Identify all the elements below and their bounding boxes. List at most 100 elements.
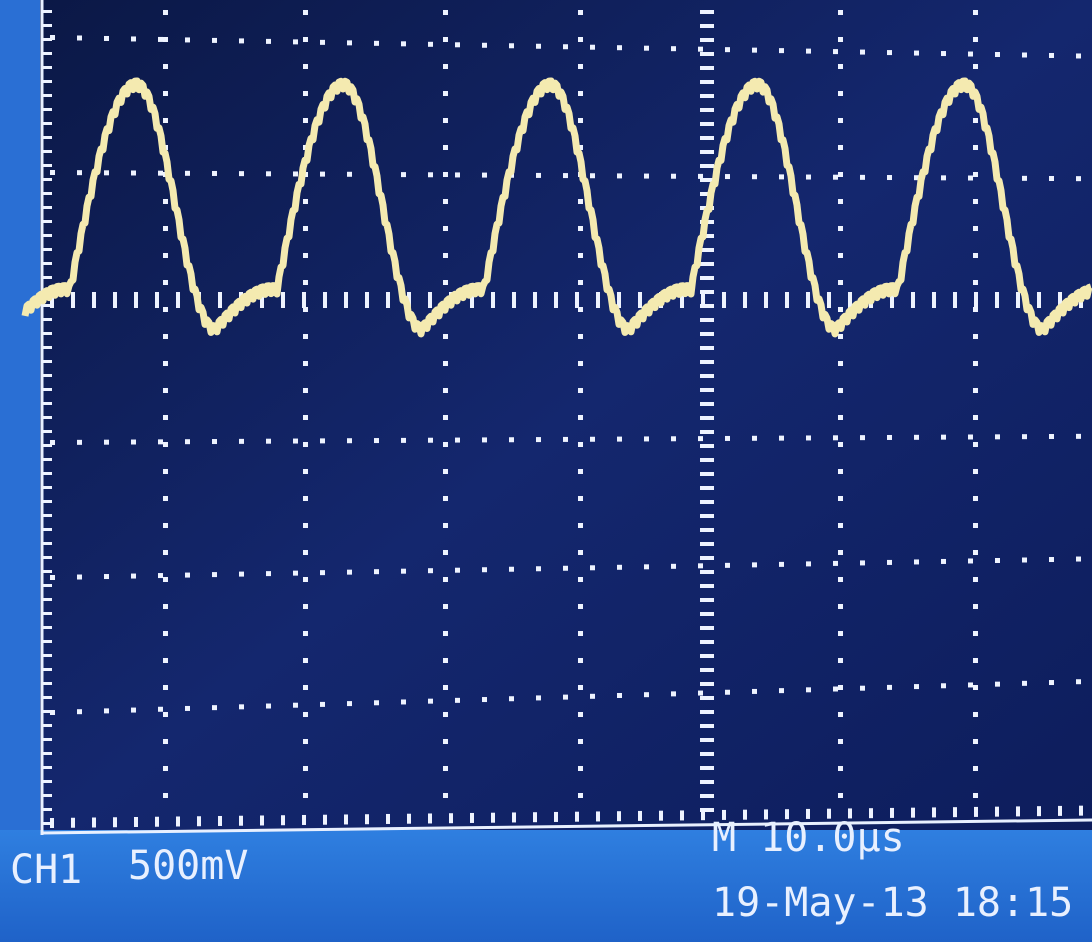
edge-tick	[42, 94, 52, 97]
grid-dot	[163, 118, 168, 123]
grid-dot	[644, 564, 649, 569]
grid-dot	[293, 171, 298, 176]
grid-dot	[482, 567, 487, 572]
grid-dot	[860, 686, 865, 691]
grid-dot	[779, 562, 784, 567]
grid-dot	[185, 37, 190, 42]
grid-dot	[303, 658, 308, 663]
grid-dot	[163, 577, 168, 582]
grid-dot	[303, 118, 308, 123]
edge-tick	[42, 780, 52, 783]
grid-dot	[443, 199, 448, 204]
edge-tick	[42, 192, 52, 195]
edge-tick	[42, 682, 52, 685]
center-tick	[700, 696, 714, 700]
grid-dot	[266, 39, 271, 44]
center-tick	[700, 122, 714, 126]
grid-dot	[973, 172, 978, 177]
grid-dot	[163, 361, 168, 366]
grid-dot	[941, 175, 946, 180]
grid-dot	[77, 170, 82, 175]
grid-dot	[698, 436, 703, 441]
grid-dot	[806, 435, 811, 440]
grid-dot	[973, 469, 978, 474]
grid-dot	[239, 171, 244, 176]
edge-tick	[42, 402, 52, 405]
grid-dot	[887, 560, 892, 565]
center-tick	[491, 292, 495, 308]
grid-dot	[163, 280, 168, 285]
grid-dot	[752, 689, 757, 694]
center-tick	[700, 94, 714, 98]
grid-dot	[973, 64, 978, 69]
grid-dot	[578, 64, 583, 69]
edge-tick	[176, 816, 180, 826]
grid-dot	[838, 523, 843, 528]
grid-dot	[617, 565, 622, 570]
grid-dot	[563, 44, 568, 49]
grid-dot	[50, 170, 55, 175]
center-tick	[932, 292, 936, 308]
center-tick	[700, 276, 714, 280]
grid-dot	[968, 558, 973, 563]
grid-dot	[536, 173, 541, 178]
grid-dot	[443, 631, 448, 636]
grid-dot	[1022, 176, 1027, 181]
grid-dot	[973, 550, 978, 555]
edge-tick	[42, 500, 52, 503]
grid-dot	[163, 469, 168, 474]
grid-dot	[455, 42, 460, 47]
grid-dot	[50, 575, 55, 580]
grid-dot	[303, 442, 308, 447]
edge-tick	[974, 807, 978, 817]
grid-dot	[443, 496, 448, 501]
grid-dot	[509, 43, 514, 48]
edge-tick	[42, 416, 52, 419]
grid-dot	[914, 435, 919, 440]
grid-dot	[443, 253, 448, 258]
grid-dot	[443, 334, 448, 339]
grid-dot	[163, 523, 168, 528]
center-tick	[700, 332, 714, 336]
grid-dot	[887, 175, 892, 180]
grid-dot	[320, 40, 325, 45]
grid-dot	[671, 436, 676, 441]
grid-dot	[968, 434, 973, 439]
edge-tick	[92, 817, 96, 827]
edge-tick	[42, 626, 52, 629]
grid-dot	[578, 91, 583, 96]
grid-dot	[838, 388, 843, 393]
center-tick	[638, 292, 642, 308]
grid-dot	[973, 658, 978, 663]
grid-dot	[163, 685, 168, 690]
grid-dot	[1022, 434, 1027, 439]
center-tick	[700, 794, 714, 798]
center-tick	[700, 528, 714, 532]
center-tick	[134, 292, 138, 308]
grid-dot	[131, 170, 136, 175]
date-time: 19-May-13 18:15	[712, 880, 1073, 926]
center-tick	[700, 654, 714, 658]
edge-tick	[42, 696, 52, 699]
grid-dot	[374, 569, 379, 574]
grid-dot	[158, 707, 163, 712]
grid-dot	[671, 691, 676, 696]
grid-dot	[838, 307, 843, 312]
grid-dot	[838, 793, 843, 798]
grid-dot	[968, 52, 973, 57]
grid-dot	[838, 145, 843, 150]
grid-dot	[578, 496, 583, 501]
edge-tick	[42, 136, 52, 139]
grid-dot	[320, 702, 325, 707]
center-tick	[512, 292, 516, 308]
edge-tick	[386, 814, 390, 824]
grid-dot	[163, 658, 168, 663]
grid-dot	[838, 496, 843, 501]
grid-dot	[914, 51, 919, 56]
edge-tick	[42, 612, 52, 615]
grid-dot	[1049, 176, 1054, 181]
grid-dot	[941, 559, 946, 564]
edge-tick	[42, 108, 52, 111]
edge-tick	[42, 248, 52, 251]
grid-dot	[578, 712, 583, 717]
